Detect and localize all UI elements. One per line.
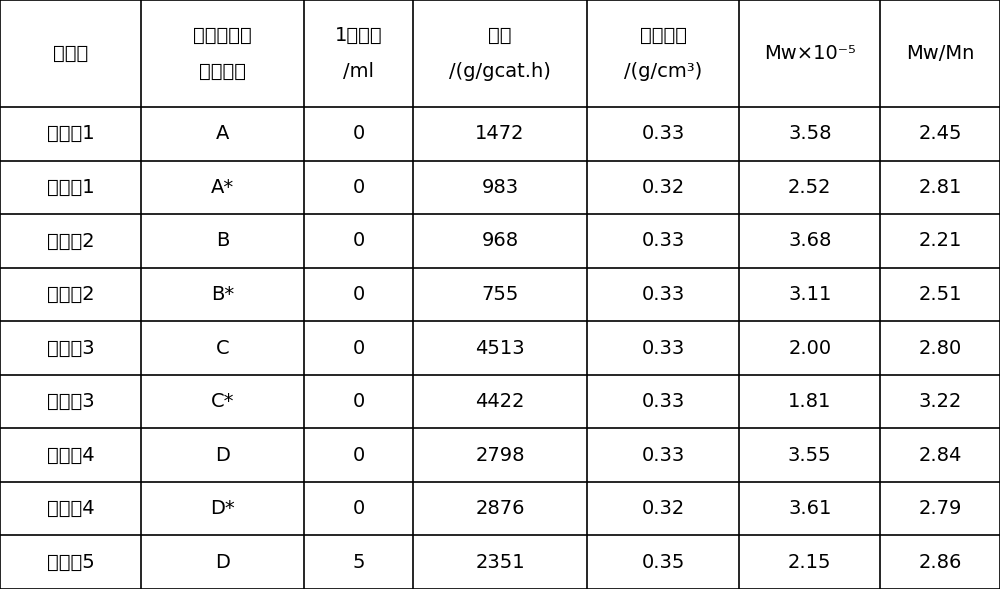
Text: 属呆化剂: 属呆化剂 — [199, 62, 246, 81]
Text: 0: 0 — [353, 392, 365, 411]
Text: 2.51: 2.51 — [918, 285, 962, 304]
Text: 2.15: 2.15 — [788, 552, 832, 572]
Text: D*: D* — [210, 499, 235, 518]
Text: 2.45: 2.45 — [918, 124, 962, 143]
Text: 堪积密度: 堪积密度 — [640, 27, 687, 45]
Text: 3.58: 3.58 — [788, 124, 832, 143]
Text: 5: 5 — [352, 552, 365, 572]
Text: 983: 983 — [481, 178, 519, 197]
Text: Mw/Mn: Mw/Mn — [906, 44, 974, 63]
Text: C: C — [216, 339, 230, 358]
Text: 比较例2: 比较例2 — [47, 285, 94, 304]
Text: 2.21: 2.21 — [919, 231, 962, 250]
Text: 4513: 4513 — [475, 339, 525, 358]
Text: D: D — [215, 552, 230, 572]
Text: 0: 0 — [353, 446, 365, 465]
Text: 0.33: 0.33 — [641, 339, 685, 358]
Text: 3.55: 3.55 — [788, 446, 832, 465]
Text: 实施例2: 实施例2 — [47, 231, 94, 250]
Text: 3.22: 3.22 — [919, 392, 962, 411]
Text: 实施例1: 实施例1 — [47, 124, 94, 143]
Text: 实施例5: 实施例5 — [47, 552, 95, 572]
Text: 0.35: 0.35 — [641, 552, 685, 572]
Text: D: D — [215, 446, 230, 465]
Text: 755: 755 — [481, 285, 519, 304]
Text: 1472: 1472 — [475, 124, 525, 143]
Text: 实施例4: 实施例4 — [47, 446, 94, 465]
Text: 比较例3: 比较例3 — [47, 392, 94, 411]
Text: 4422: 4422 — [475, 392, 525, 411]
Text: 0.33: 0.33 — [641, 446, 685, 465]
Text: 0.32: 0.32 — [641, 499, 685, 518]
Text: 0.33: 0.33 — [641, 124, 685, 143]
Text: 3.68: 3.68 — [788, 231, 831, 250]
Text: 2876: 2876 — [475, 499, 525, 518]
Text: /(g/cm³): /(g/cm³) — [624, 62, 702, 81]
Text: 0: 0 — [353, 124, 365, 143]
Text: 2798: 2798 — [475, 446, 525, 465]
Text: 3.11: 3.11 — [788, 285, 831, 304]
Text: 0.33: 0.33 — [641, 392, 685, 411]
Text: 2.00: 2.00 — [788, 339, 831, 358]
Text: 0: 0 — [353, 499, 365, 518]
Text: 2.79: 2.79 — [919, 499, 962, 518]
Text: 活性: 活性 — [488, 27, 512, 45]
Text: 0: 0 — [353, 178, 365, 197]
Text: /ml: /ml — [343, 62, 374, 81]
Text: 0: 0 — [353, 339, 365, 358]
Text: 0.33: 0.33 — [641, 231, 685, 250]
Text: A*: A* — [211, 178, 234, 197]
Text: Mw×10⁻⁵: Mw×10⁻⁵ — [764, 44, 856, 63]
Text: 2.52: 2.52 — [788, 178, 832, 197]
Text: C*: C* — [211, 392, 235, 411]
Text: 2.84: 2.84 — [919, 446, 962, 465]
Text: 2351: 2351 — [475, 552, 525, 572]
Text: 实施例3: 实施例3 — [47, 339, 94, 358]
Text: 1.81: 1.81 — [788, 392, 831, 411]
Text: 0: 0 — [353, 285, 365, 304]
Text: 比较例4: 比较例4 — [47, 499, 94, 518]
Text: /(g/gcat.h): /(g/gcat.h) — [449, 62, 551, 81]
Text: B*: B* — [211, 285, 234, 304]
Text: 1－己烯: 1－己烯 — [335, 27, 383, 45]
Text: 实施例: 实施例 — [53, 44, 88, 63]
Text: 0.32: 0.32 — [641, 178, 685, 197]
Text: A: A — [216, 124, 230, 143]
Text: 2.80: 2.80 — [919, 339, 962, 358]
Text: 3.61: 3.61 — [788, 499, 831, 518]
Text: 比较例1: 比较例1 — [47, 178, 94, 197]
Text: 0.33: 0.33 — [641, 285, 685, 304]
Text: B: B — [216, 231, 230, 250]
Text: 负载化芒金: 负载化芒金 — [193, 27, 252, 45]
Text: 2.81: 2.81 — [919, 178, 962, 197]
Text: 0: 0 — [353, 231, 365, 250]
Text: 968: 968 — [481, 231, 519, 250]
Text: 2.86: 2.86 — [919, 552, 962, 572]
